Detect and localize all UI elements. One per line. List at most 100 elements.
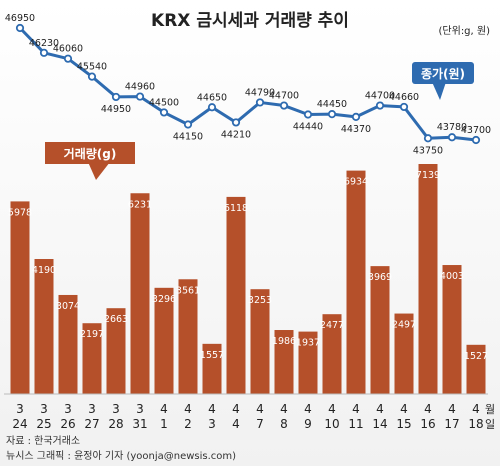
volume-bar bbox=[58, 294, 78, 394]
x-tick-month: 3 bbox=[88, 402, 96, 416]
volume-bar bbox=[298, 331, 318, 394]
x-tick-month: 4 bbox=[472, 402, 480, 416]
volume-bar bbox=[394, 313, 414, 394]
x-tick-day: 18 bbox=[468, 417, 483, 431]
legend-price-pointer bbox=[432, 82, 446, 100]
volume-value-label: 1937 bbox=[296, 338, 320, 349]
x-tick-day: 10 bbox=[324, 417, 339, 431]
legend-volume: 거래량(g) bbox=[45, 142, 135, 180]
price-point bbox=[15, 23, 25, 33]
price-point bbox=[111, 92, 121, 102]
x-tick-day: 26 bbox=[60, 417, 75, 431]
x-tick-day: 3 bbox=[208, 417, 216, 431]
price-value-label: 46060 bbox=[53, 44, 83, 55]
x-tick-month: 3 bbox=[64, 402, 72, 416]
volume-value-label: 1986 bbox=[272, 336, 296, 347]
volume-value-label: 2477 bbox=[320, 320, 344, 331]
price-value-label: 44660 bbox=[389, 92, 419, 103]
volume-value-label: 3561 bbox=[176, 285, 200, 296]
price-value-label: 44700 bbox=[269, 91, 299, 102]
volume-bars bbox=[10, 164, 486, 394]
x-tick-month: 4 bbox=[448, 402, 456, 416]
volume-value-label: 6118 bbox=[224, 203, 248, 214]
price-point bbox=[39, 48, 49, 57]
footer-source: 자료 : 한국거래소 bbox=[6, 435, 80, 447]
legend-volume-label: 거래량(g) bbox=[64, 146, 117, 161]
volume-value-label: 3969 bbox=[368, 272, 392, 283]
legend-price-box bbox=[412, 62, 474, 84]
x-tick-month: 3 bbox=[136, 402, 144, 416]
volume-value-label: 5978 bbox=[8, 207, 32, 218]
price-point bbox=[63, 54, 73, 63]
volume-value-label: 4190 bbox=[32, 265, 56, 276]
axis-unit-month: 월 bbox=[485, 403, 495, 416]
volume-value-label: 3253 bbox=[248, 295, 272, 306]
volume-bar bbox=[178, 279, 198, 394]
x-axis-labels: 3243253263273283314142434447484941041141… bbox=[12, 402, 483, 431]
price-point bbox=[207, 103, 217, 112]
volume-value-label: 6934 bbox=[344, 177, 368, 188]
x-tick-day: 4 bbox=[232, 417, 240, 431]
price-point bbox=[399, 102, 409, 112]
volume-value-label: 1527 bbox=[464, 351, 488, 362]
price-point bbox=[159, 108, 169, 117]
price-value-label: 44500 bbox=[149, 97, 179, 108]
axis-unit-day: 일 bbox=[485, 417, 495, 431]
price-value-label: 45540 bbox=[77, 62, 107, 73]
volume-value-label: 3074 bbox=[56, 301, 80, 312]
volume-value-label: 7139 bbox=[416, 170, 440, 181]
x-tick-month: 4 bbox=[328, 402, 336, 416]
price-point bbox=[303, 110, 313, 119]
legend-price: 종가(원) bbox=[412, 62, 474, 100]
footer-credit: 뉴시스 그래픽 : 윤정아 기자 (yoonja@newsis.com) bbox=[6, 450, 236, 462]
volume-value-label: 1557 bbox=[200, 350, 224, 361]
volume-bar bbox=[202, 343, 222, 394]
volume-bar bbox=[418, 164, 438, 394]
x-tick-month: 3 bbox=[40, 402, 48, 416]
x-tick-day: 27 bbox=[84, 417, 99, 431]
legend-volume-box bbox=[45, 142, 135, 164]
price-value-label: 44440 bbox=[293, 121, 323, 132]
price-point bbox=[351, 112, 361, 122]
x-tick-month: 4 bbox=[256, 402, 264, 416]
volume-bar bbox=[34, 259, 54, 394]
price-point bbox=[87, 72, 97, 81]
volume-value-label: 4003 bbox=[440, 271, 464, 282]
price-value-label: 44790 bbox=[245, 87, 275, 98]
x-tick-day: 11 bbox=[348, 417, 363, 431]
x-tick-month: 3 bbox=[16, 402, 24, 416]
price-value-label: 46950 bbox=[5, 13, 35, 24]
volume-bar bbox=[442, 265, 462, 394]
x-tick-day: 14 bbox=[372, 417, 387, 431]
volume-value-label: 2497 bbox=[392, 320, 416, 331]
volume-bar bbox=[346, 170, 366, 394]
price-line bbox=[15, 23, 481, 145]
price-point bbox=[279, 101, 289, 110]
volume-bar bbox=[466, 344, 486, 394]
price-point bbox=[183, 120, 193, 129]
legend-price-label: 종가(원) bbox=[421, 66, 465, 81]
x-tick-month: 4 bbox=[184, 402, 192, 416]
x-tick-day: 7 bbox=[256, 417, 264, 431]
volume-bar bbox=[250, 289, 270, 394]
x-tick-month: 4 bbox=[160, 402, 168, 416]
x-tick-month: 4 bbox=[208, 402, 216, 416]
x-tick-day: 16 bbox=[420, 417, 435, 431]
price-value-label: 44210 bbox=[221, 129, 251, 140]
price-value-label: 44950 bbox=[101, 104, 131, 115]
volume-value-label: 3296 bbox=[152, 294, 176, 305]
x-tick-day: 9 bbox=[304, 417, 312, 431]
price-point bbox=[255, 98, 265, 107]
price-value-label: 44700 bbox=[365, 91, 395, 102]
x-tick-day: 31 bbox=[132, 417, 147, 431]
x-tick-day: 2 bbox=[184, 417, 192, 431]
price-point bbox=[375, 101, 385, 110]
x-tick-day: 25 bbox=[36, 417, 51, 431]
price-value-label: 46230 bbox=[29, 38, 59, 49]
x-tick-month: 4 bbox=[280, 402, 288, 416]
x-tick-day: 8 bbox=[280, 417, 288, 431]
volume-value-label: 2663 bbox=[104, 314, 128, 325]
x-tick-month: 4 bbox=[352, 402, 360, 416]
x-tick-month: 3 bbox=[112, 402, 120, 416]
